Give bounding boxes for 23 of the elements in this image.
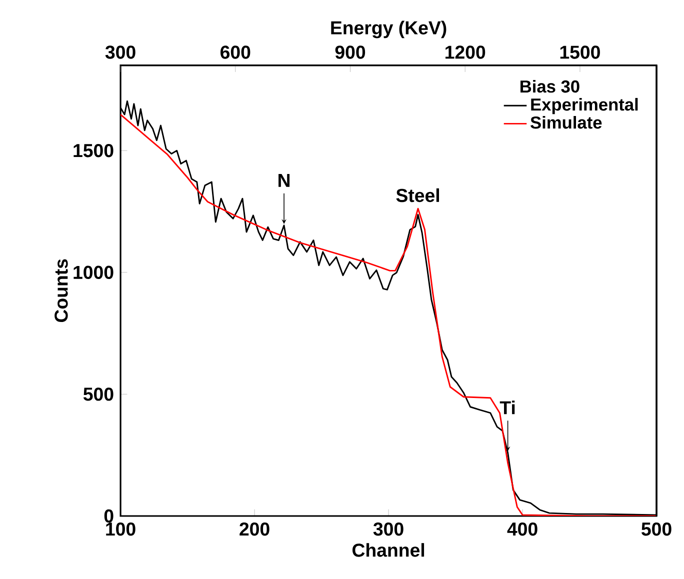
annotation: N [278,174,290,187]
y-tick-label: 0 [104,509,114,523]
x2-tick-label: 900 [335,46,366,59]
y-tick-label: 500 [83,388,114,401]
y-tick-label: 1000 [74,266,114,280]
x-tick-label: 100 [106,522,136,536]
legend-title: Bias 30 [520,80,580,93]
annotation: Ti [500,400,515,414]
x-tick-label: 200 [240,522,270,536]
y-axis-title: Counts [54,259,68,322]
annotation: Steel [396,188,439,202]
legend-label: Experimental [531,98,638,114]
x-tick-label: 400 [507,522,538,536]
x2-tick-label: 300 [105,46,136,59]
x-tick-label: 500 [642,522,672,536]
legend-label: Simulate [530,116,602,129]
x2-tick-label: 1200 [446,46,486,59]
x-axis-title: Channel [352,543,424,557]
x-tick-label: 300 [373,522,404,536]
x2-tick-label: 600 [220,46,250,59]
x2-axis-title: Energy (KeV) [331,20,446,38]
y-tick-label: 1500 [74,144,114,158]
x2-tick-label: 1500 [560,46,600,59]
